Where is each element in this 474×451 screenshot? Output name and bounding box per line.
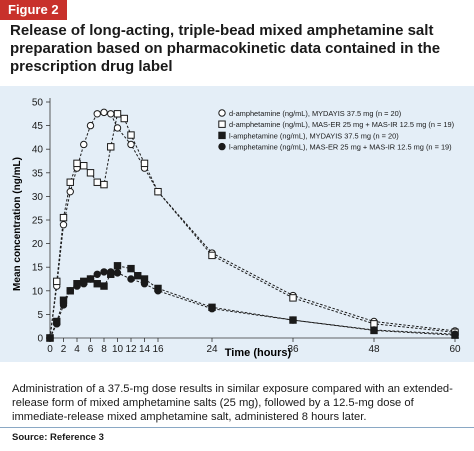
divider [0,427,474,428]
x-tick-label: 0 [47,344,53,355]
data-point [127,275,135,283]
source-note: Source: Reference 3 [12,432,104,443]
data-point [120,114,128,123]
data-point [289,294,297,302]
y-tick-label: 5 [37,310,43,321]
data-point [80,140,88,149]
legend-entry: l-amphetamine (ng/mL), MYDAYIS 37.5 mg (… [229,131,399,140]
data-point [140,159,149,168]
data-point [93,270,101,278]
y-tick-label: 30 [32,192,44,203]
x-tick-label: 24 [206,344,218,355]
data-point [59,213,68,222]
x-tick-label: 36 [287,344,299,355]
data-point [86,275,95,283]
data-point [93,280,101,288]
data-point [289,316,297,324]
data-point [127,131,135,139]
figure-label: Figure 2 [0,0,67,20]
x-tick-label: 4 [74,344,80,355]
x-tick-label: 8 [101,344,107,355]
data-point [93,178,101,186]
legend-marker [218,142,226,151]
legend-marker [218,131,226,140]
chart-legend: d-amphetamine (ng/mL), MYDAYIS 37.5 mg (… [218,109,454,152]
data-point [93,110,101,118]
data-point [208,251,216,260]
data-point [80,162,88,170]
data-point [154,287,162,295]
data-point [53,320,61,328]
legend-entry: d-amphetamine (ng/mL), MAS-ER 25 mg + MA… [229,120,454,129]
series-markers [46,108,459,342]
data-point [100,268,108,276]
x-axis-label: Time (hours) [225,347,292,359]
data-point [80,280,88,288]
data-point [113,110,122,118]
data-point [370,320,378,328]
x-tick-label: 60 [449,344,461,355]
y-tick-label: 35 [32,168,44,179]
data-point [100,180,108,189]
data-point [59,301,68,309]
legend-entry: l-amphetamine (ng/mL), MAS-ER 25 mg + MA… [229,143,452,152]
data-point [46,334,54,342]
data-point [107,143,115,151]
data-point [154,187,162,196]
y-tick-label: 10 [32,286,44,297]
y-tick-label: 15 [32,263,44,274]
data-point [100,282,108,290]
data-point [370,326,378,334]
data-point [451,330,459,338]
legend-marker [218,109,226,117]
data-point [66,178,74,186]
series-line-4 [49,271,456,339]
data-point [86,121,95,130]
data-point [59,221,68,229]
y-tick-label: 25 [32,216,44,227]
data-point [134,271,142,280]
data-point [100,108,108,117]
data-point [66,187,74,196]
legend-entry: d-amphetamine (ng/mL), MYDAYIS 37.5 mg (… [229,109,401,118]
x-tick-label: 10 [112,344,124,355]
legend-marker [218,120,226,128]
data-point [66,287,74,295]
data-point [53,277,61,286]
x-tick-label: 14 [139,344,151,355]
y-axis-label: Mean concentration (ng/mL) [12,157,23,291]
x-tick-label: 48 [368,344,380,355]
data-point [127,264,135,273]
data-point [113,269,122,277]
x-tick-label: 16 [152,344,164,355]
y-tick-label: 0 [37,334,43,345]
data-point [73,159,81,168]
data-point [86,169,95,177]
figure-caption: Administration of a 37.5-mg dose results… [12,383,453,423]
figure-title: Release of long-acting, triple-bead mixe… [10,22,441,75]
data-point [113,124,122,132]
chart-panel: 0 5 10 15 20 25 30 35 40 45 50 0 2 4 6 8 10 12 14 16 24 36 48 6… [0,86,474,362]
data-point [113,262,122,270]
y-tick-label: 40 [32,145,44,156]
x-tick-label: 12 [125,344,137,355]
data-point [208,305,216,313]
y-tick-label: 50 [32,98,44,109]
data-point [140,280,149,288]
y-tick-label: 45 [32,121,44,132]
x-tick-label: 2 [61,344,67,355]
x-tick-label: 6 [88,344,94,355]
data-point [73,282,81,290]
y-tick-label: 20 [32,239,44,250]
data-point [107,268,115,276]
data-point [107,110,115,118]
data-point [127,140,135,149]
